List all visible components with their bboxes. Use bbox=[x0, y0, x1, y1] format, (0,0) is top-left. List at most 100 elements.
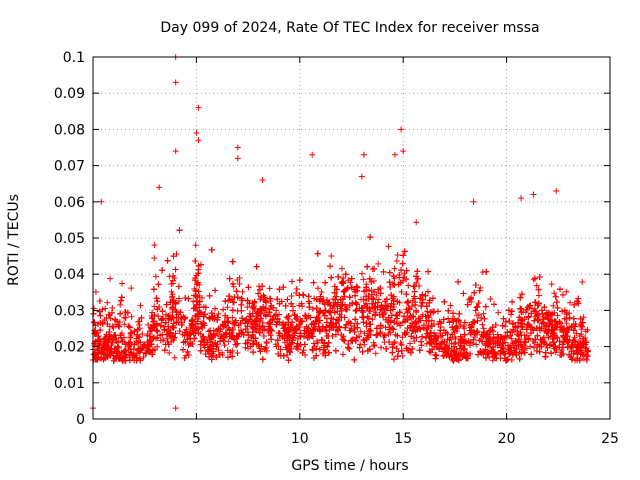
data-point bbox=[401, 248, 408, 255]
data-point bbox=[155, 313, 162, 320]
data-point bbox=[372, 311, 379, 318]
data-point bbox=[164, 257, 171, 264]
data-point bbox=[122, 341, 129, 348]
data-point bbox=[513, 351, 520, 358]
data-point bbox=[543, 309, 550, 316]
data-point bbox=[386, 339, 393, 346]
data-point bbox=[323, 319, 330, 326]
data-point bbox=[296, 322, 303, 329]
data-point bbox=[427, 349, 434, 356]
data-point bbox=[254, 315, 261, 322]
data-point bbox=[411, 288, 418, 295]
data-point bbox=[263, 339, 270, 346]
data-point bbox=[509, 298, 516, 305]
data-point bbox=[535, 300, 542, 307]
data-point bbox=[233, 332, 240, 339]
data-point bbox=[535, 286, 542, 293]
data-point bbox=[328, 252, 335, 259]
data-point bbox=[341, 293, 348, 300]
data-point bbox=[467, 339, 474, 346]
data-point bbox=[430, 308, 437, 315]
data-point bbox=[534, 332, 541, 339]
data-point bbox=[170, 253, 177, 260]
data-point bbox=[213, 343, 220, 350]
data-point bbox=[290, 307, 297, 314]
data-point bbox=[293, 285, 300, 292]
data-point bbox=[351, 329, 358, 336]
data-point bbox=[144, 338, 151, 345]
data-point bbox=[404, 298, 411, 305]
data-point bbox=[169, 306, 176, 313]
data-point bbox=[92, 288, 99, 295]
data-point bbox=[221, 342, 228, 349]
data-point bbox=[516, 314, 523, 321]
data-point bbox=[288, 300, 295, 307]
data-point bbox=[182, 314, 189, 321]
data-point bbox=[361, 330, 368, 337]
data-point bbox=[366, 275, 373, 282]
data-point bbox=[391, 356, 398, 363]
data-point bbox=[126, 324, 133, 331]
data-point bbox=[387, 284, 394, 291]
data-point bbox=[183, 326, 190, 333]
data-point bbox=[250, 349, 257, 356]
data-point bbox=[426, 348, 433, 355]
data-point bbox=[227, 349, 234, 356]
data-point bbox=[268, 336, 275, 343]
data-point bbox=[560, 291, 567, 298]
data-point bbox=[250, 321, 257, 328]
data-point bbox=[338, 265, 345, 272]
data-point bbox=[403, 291, 410, 298]
data-point bbox=[571, 301, 578, 308]
data-point bbox=[346, 294, 353, 301]
data-point bbox=[238, 307, 245, 314]
data-point bbox=[523, 345, 530, 352]
data-point bbox=[339, 351, 346, 358]
data-point bbox=[181, 355, 188, 362]
data-point bbox=[157, 322, 164, 329]
data-point bbox=[445, 307, 452, 314]
data-point bbox=[302, 312, 309, 319]
data-point bbox=[276, 300, 283, 307]
data-point bbox=[287, 349, 294, 356]
data-point bbox=[113, 352, 120, 359]
data-point bbox=[284, 352, 291, 359]
data-point bbox=[363, 336, 370, 343]
data-point bbox=[97, 312, 104, 319]
data-point bbox=[502, 323, 509, 330]
data-point bbox=[159, 267, 166, 274]
data-point bbox=[423, 303, 430, 310]
data-point bbox=[229, 353, 236, 360]
data-point bbox=[249, 310, 256, 317]
data-point bbox=[345, 318, 352, 325]
data-point bbox=[238, 301, 245, 308]
data-point bbox=[551, 290, 558, 297]
data-point bbox=[576, 332, 583, 339]
data-point bbox=[402, 331, 409, 338]
data-point bbox=[443, 342, 450, 349]
data-point bbox=[151, 312, 158, 319]
data-point bbox=[159, 308, 166, 315]
data-point bbox=[233, 341, 240, 348]
data-point bbox=[454, 328, 461, 335]
data-point bbox=[487, 296, 494, 303]
data-point bbox=[90, 310, 97, 317]
data-point bbox=[230, 283, 237, 290]
data-point bbox=[96, 338, 103, 345]
data-point bbox=[268, 302, 275, 309]
data-point bbox=[514, 331, 521, 338]
data-point bbox=[446, 319, 453, 326]
data-point bbox=[516, 355, 523, 362]
data-point bbox=[341, 337, 348, 344]
data-point bbox=[413, 219, 420, 226]
data-point bbox=[419, 333, 426, 340]
data-point bbox=[224, 304, 231, 311]
data-point bbox=[377, 329, 384, 336]
data-point bbox=[416, 347, 423, 354]
data-point bbox=[285, 319, 292, 326]
data-point bbox=[316, 309, 323, 316]
data-point bbox=[416, 282, 423, 289]
data-point bbox=[367, 234, 374, 241]
data-point bbox=[175, 283, 182, 290]
data-point bbox=[207, 343, 214, 350]
